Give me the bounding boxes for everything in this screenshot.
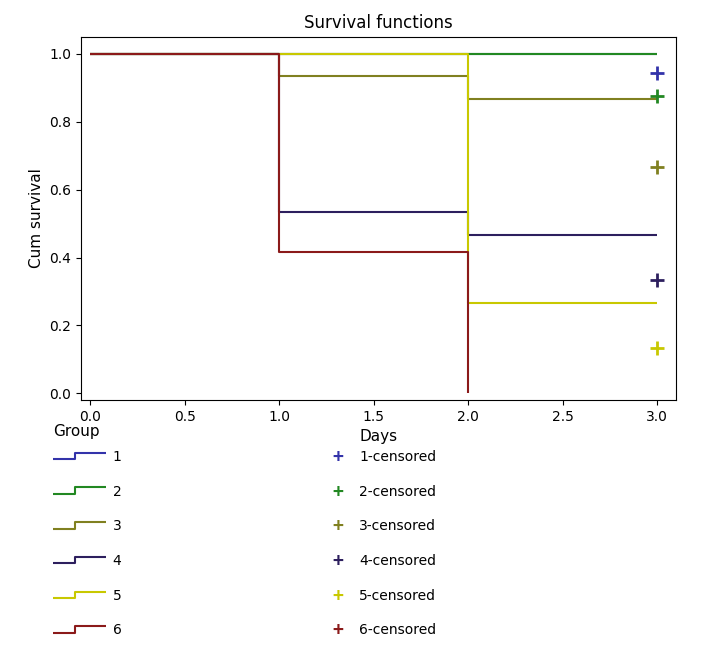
Text: 5-censored: 5-censored [359, 589, 436, 602]
Text: 6: 6 [113, 624, 122, 637]
Text: +: + [332, 483, 344, 500]
Text: 4: 4 [113, 554, 121, 568]
Text: 2: 2 [113, 485, 121, 498]
Title: Survival functions: Survival functions [304, 15, 453, 33]
Text: +: + [332, 587, 344, 604]
Text: 4-censored: 4-censored [359, 554, 436, 568]
Text: 3: 3 [113, 520, 121, 533]
Text: 1-censored: 1-censored [359, 450, 436, 464]
X-axis label: Days: Days [359, 430, 398, 444]
Y-axis label: Cum survival: Cum survival [29, 169, 44, 268]
Text: 2-censored: 2-censored [359, 485, 436, 498]
Text: +: + [332, 448, 344, 466]
Text: 3-censored: 3-censored [359, 520, 436, 533]
Text: 5: 5 [113, 589, 121, 602]
Text: 6-censored: 6-censored [359, 624, 436, 637]
Text: +: + [332, 622, 344, 639]
Text: +: + [332, 552, 344, 570]
Text: Group: Group [53, 424, 99, 438]
Text: 1: 1 [113, 450, 122, 464]
Text: +: + [332, 518, 344, 535]
